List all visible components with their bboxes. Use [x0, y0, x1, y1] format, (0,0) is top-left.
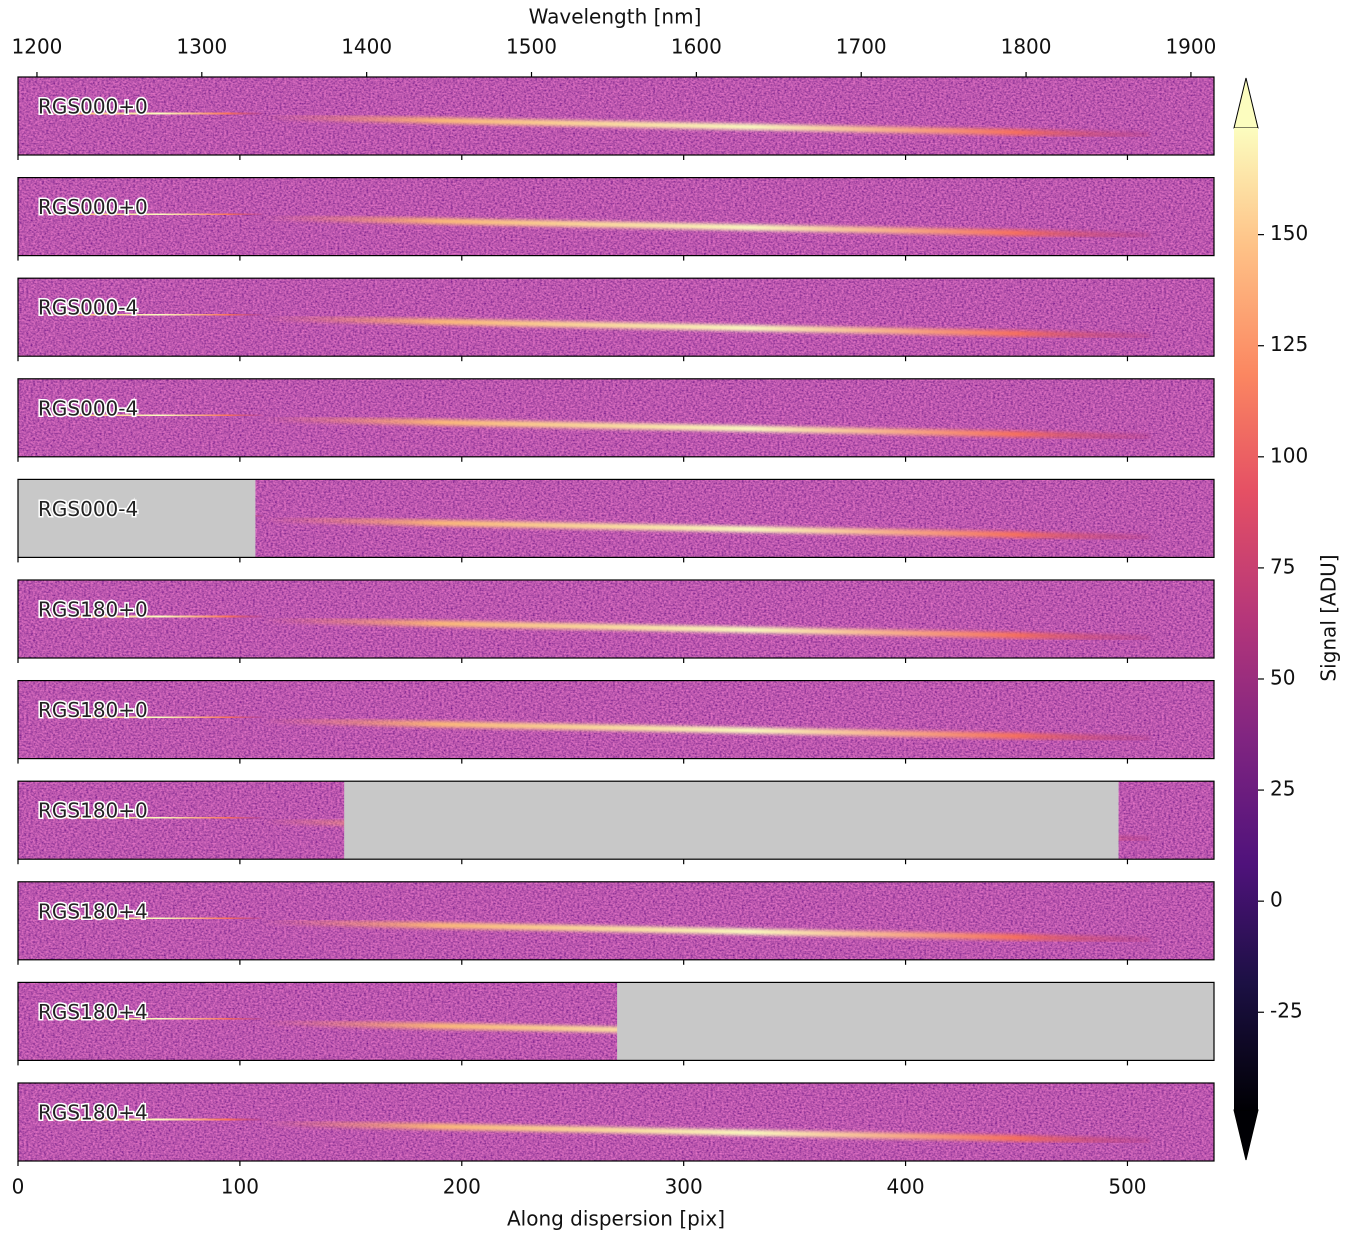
panel-label: RGS180+0 [38, 799, 148, 823]
colorbar-extend-bottom [1233, 1109, 1259, 1161]
panel-frame [17, 177, 1215, 257]
top-tick-label: 1900 [1165, 35, 1216, 59]
panel-label: RGS000+0 [38, 95, 148, 119]
spectrum-trace [35, 410, 263, 420]
panel-label: RGS000+0 [38, 195, 148, 219]
spectrum-trace [262, 1120, 1150, 1144]
panel-label: RGS000-4 [38, 296, 138, 320]
x-tick-label: 300 [665, 1175, 703, 1199]
colorbar-tick-label: 0 [1270, 888, 1283, 912]
colorbar-tick-label: 100 [1270, 443, 1308, 467]
panel-frame [17, 579, 1215, 659]
panel-frame [17, 881, 1215, 961]
spectrum-trace [262, 315, 1150, 340]
spectrum-trace [35, 109, 263, 118]
panel-frame [17, 1082, 1215, 1162]
spectrum-trace [35, 913, 263, 923]
colorbar-tick-label: 50 [1270, 665, 1295, 689]
panel-frame [17, 478, 1215, 558]
spectrum-trace [35, 612, 263, 621]
spectrum-trace [35, 1014, 263, 1024]
top-tick-label: 1300 [176, 35, 227, 59]
spectrum-trace [262, 717, 1150, 742]
spectrum-trace [35, 712, 263, 722]
spectrum-trace [262, 617, 1150, 641]
colorbar-tick-label: 25 [1270, 777, 1295, 801]
spectrum-trace [262, 214, 1150, 239]
x-tick-label: 400 [886, 1175, 924, 1199]
top-tick-label: 1600 [671, 35, 722, 59]
panel-frame [17, 981, 1215, 1062]
x-tick-label: 500 [1108, 1175, 1146, 1199]
top-tick-label: 1400 [341, 35, 392, 59]
masked-region [617, 982, 1214, 1061]
x-tick-label: 100 [221, 1175, 259, 1199]
panel-label: RGS180+0 [38, 698, 148, 722]
panel-label: RGS180+4 [38, 1000, 148, 1024]
spectrum-trace [35, 209, 263, 219]
colorbar-extend-top [1233, 77, 1259, 129]
colorbar-tick-label: 150 [1270, 221, 1308, 245]
panel-frame [17, 780, 1215, 860]
panel-label: RGS180+0 [38, 598, 148, 622]
top-axis-label: Wavelength [nm] [529, 5, 702, 29]
x-tick-label: 200 [443, 1175, 481, 1199]
panel-frame [17, 277, 1215, 357]
colorbar-tick-label: -25 [1270, 999, 1303, 1023]
top-tick-label: 1500 [506, 35, 557, 59]
spectrum-trace [262, 516, 1150, 541]
top-tick-label: 1700 [836, 35, 887, 59]
colorbar [1234, 128, 1258, 1110]
x-tick-label: 0 [12, 1175, 25, 1199]
masked-region [18, 479, 256, 558]
spectrum-trace [262, 114, 1150, 138]
panel-label: RGS180+4 [38, 899, 148, 923]
spectrum-trace [35, 813, 263, 823]
top-tick-label: 1200 [12, 35, 63, 59]
colorbar-label: Signal [ADU] [1317, 554, 1341, 681]
panel-label: RGS000-4 [38, 396, 138, 420]
panel-label: RGS180+4 [38, 1101, 148, 1125]
spectrum-trace [262, 918, 1150, 943]
spectrum-trace [35, 310, 263, 320]
colorbar-tick-label: 75 [1270, 554, 1295, 578]
panel-label: RGS000-4 [38, 497, 138, 521]
panel-frame [17, 378, 1215, 458]
spectrum-trace [35, 1115, 263, 1124]
spectrum-trace [262, 415, 1150, 440]
panel-frame [17, 679, 1215, 760]
masked-region [344, 781, 1119, 860]
x-axis-label: Along dispersion [pix] [507, 1207, 725, 1231]
top-tick-label: 1800 [1001, 35, 1052, 59]
colorbar-tick-label: 125 [1270, 332, 1308, 356]
panel-frame [17, 76, 1215, 156]
